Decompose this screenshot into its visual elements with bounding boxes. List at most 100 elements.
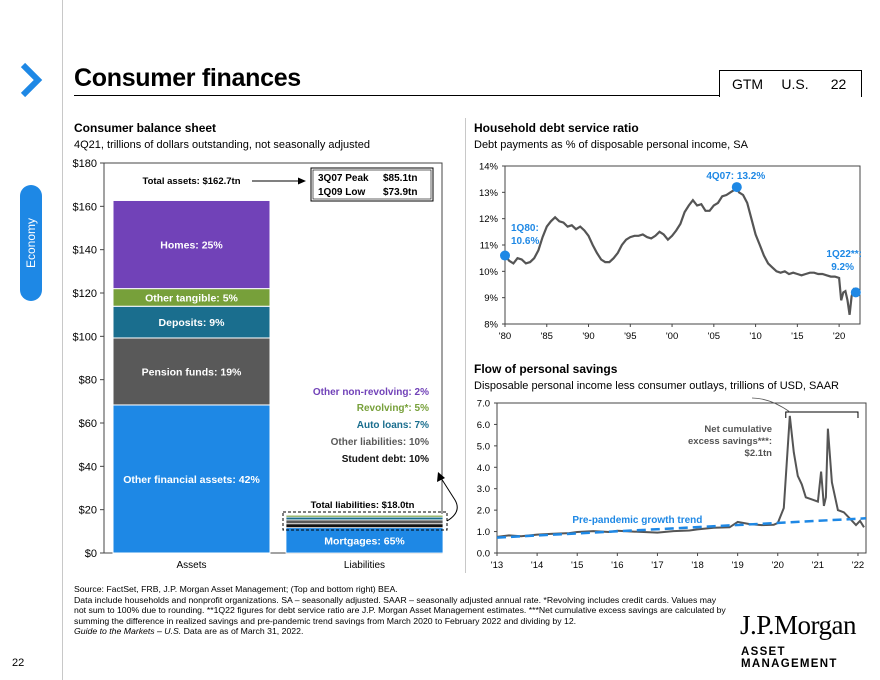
footnote-source: Source: FactSet, FRB, J.P. Morgan Asset … — [74, 584, 398, 594]
asset-segment-label: Other tangible: 5% — [145, 292, 238, 304]
x-tick-label: '00 — [666, 331, 678, 342]
title-rule — [74, 95, 861, 96]
arrow-head-icon — [437, 472, 445, 482]
callout-value: 9.2% — [831, 262, 854, 273]
callout-label: 1Q80: — [511, 223, 539, 234]
plot-frame — [103, 162, 443, 554]
callout-value: 10.6% — [511, 236, 539, 247]
x-tick-label: '20 — [772, 560, 784, 571]
guide-date: Data are as of March 31, 2022. — [181, 626, 304, 637]
balance-sheet-title: Consumer balance sheet — [74, 121, 217, 135]
page-title: Consumer finances — [74, 64, 301, 92]
liability-legend-label: Other non-revolving: 2% — [313, 387, 429, 398]
y-tick-label: $160 — [73, 201, 97, 213]
asset-segment — [112, 199, 271, 290]
y-tick-label: 14% — [479, 162, 499, 173]
y-tick-label: $0 — [85, 548, 97, 560]
page-number: 22 — [12, 657, 25, 669]
debt-service-line — [504, 184, 857, 315]
x-tick-label: '15 — [791, 331, 803, 342]
x-tick-label: '95 — [624, 331, 636, 342]
y-tick-label: 13% — [479, 188, 499, 199]
asset-segment-label: Deposits: 9% — [159, 317, 226, 329]
x-tick-label: '90 — [582, 331, 594, 342]
y-tick-label: 8% — [484, 320, 498, 331]
peak-box-value: $73.9tn — [383, 187, 417, 198]
x-tick-label: '13 — [491, 560, 503, 571]
x-tick-label: '19 — [731, 560, 743, 571]
tag-page: 22 — [816, 70, 862, 97]
x-tick-label: '05 — [708, 331, 720, 342]
jpmorgan-logo: J.P.Morgan — [740, 610, 857, 640]
debt-service-title: Household debt service ratio — [474, 121, 639, 135]
debt-service-subtitle: Debt payments as % of disposable persona… — [474, 139, 748, 151]
annotation-text: excess savings***: — [688, 436, 772, 447]
excess-savings-bracket — [785, 411, 859, 418]
y-tick-label: 0.0 — [477, 549, 490, 560]
y-tick-label: 10% — [479, 267, 499, 278]
asset-segment — [112, 305, 271, 339]
annotation-leader — [751, 397, 791, 413]
asset-segment-label: Homes: 25% — [160, 240, 223, 252]
y-tick-label: 9% — [484, 293, 498, 304]
footnote-definitions: Data include households and nonprofit or… — [74, 594, 726, 626]
peak-box-label: 3Q07 Peak — [318, 173, 369, 184]
liability-legend-label: Auto loans: 7% — [357, 420, 429, 431]
peak-box — [310, 167, 434, 202]
liability-legend-label: Revolving*: 5% — [357, 403, 429, 414]
y-tick-label: 12% — [479, 214, 499, 225]
callout-label: 4Q07: 13.2% — [706, 171, 765, 182]
asset-segment-label: Other financial assets: 42% — [123, 474, 260, 486]
y-tick-label: 4.0 — [477, 463, 490, 474]
y-tick-label: $120 — [73, 288, 97, 300]
guide-title: Guide to the Markets – U.S. — [74, 626, 182, 637]
callout-point — [731, 182, 742, 193]
y-tick-label: $60 — [79, 418, 97, 430]
annotation-text: Net cumulative — [704, 424, 772, 435]
x-category-label: Liabilities — [344, 560, 385, 571]
asset-segment-label: Pension funds: 19% — [142, 366, 242, 378]
peak-box-inner — [312, 169, 432, 200]
y-tick-label: 3.0 — [477, 484, 490, 495]
asset-segment — [112, 337, 271, 406]
savings-line — [496, 415, 865, 538]
x-tick-label: '21 — [812, 560, 824, 571]
x-tick-label: '16 — [611, 560, 623, 571]
chevron-right-icon — [20, 62, 43, 98]
liability-legend-label: Student debt: 10% — [342, 454, 429, 465]
y-tick-label: $80 — [79, 375, 97, 387]
callout-point — [850, 287, 861, 298]
x-tick-label: '14 — [531, 560, 543, 571]
liability-segment-label: Mortgages: 65% — [324, 535, 405, 547]
trend-line — [496, 517, 867, 539]
section-tab-economy[interactable] — [20, 185, 42, 301]
arrow-head-icon — [298, 177, 306, 185]
x-tick-label: '20 — [833, 331, 845, 342]
peak-box-label: 1Q09 Low — [318, 187, 365, 198]
plot-frame — [504, 165, 861, 325]
callout-point — [500, 250, 510, 261]
y-tick-label: 2.0 — [477, 506, 490, 517]
logo-subtitle: ASSET MANAGEMENT — [741, 646, 838, 670]
y-tick-label: $20 — [79, 505, 97, 517]
y-tick-label: 11% — [480, 241, 499, 252]
savings-title: Flow of personal savings — [474, 362, 618, 376]
liability-segment — [285, 516, 444, 521]
y-tick-label: $180 — [73, 158, 97, 170]
liability-segment — [285, 513, 444, 516]
x-tick-label: '17 — [651, 560, 663, 571]
assets-total-label: Total assets: $162.7tn — [142, 176, 240, 187]
liability-legend-label: Other liabilities: 10% — [331, 437, 429, 448]
liability-segment — [285, 523, 444, 529]
x-tick-label: '10 — [749, 331, 761, 342]
x-tick-label: '85 — [541, 331, 553, 342]
y-tick-label: 5.0 — [477, 441, 490, 452]
panel-divider — [465, 118, 466, 573]
liabilities-total-label: Total liabilities: $18.0tn — [311, 500, 415, 511]
sidebar-divider — [62, 0, 63, 680]
savings-subtitle: Disposable personal income less consumer… — [474, 380, 839, 392]
x-tick-label: '80 — [499, 331, 511, 342]
y-tick-label: $40 — [79, 461, 97, 473]
y-tick-label: 6.0 — [477, 420, 490, 431]
